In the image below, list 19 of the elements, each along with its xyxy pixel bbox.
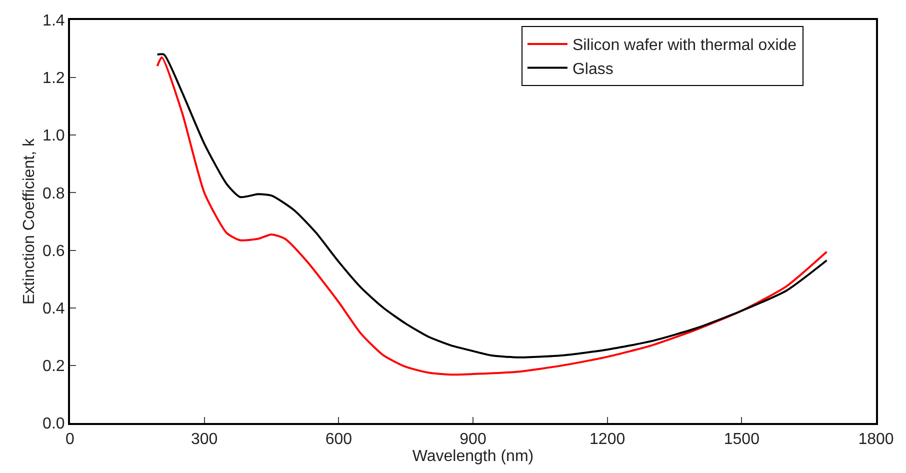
- x-tick-label: 0: [66, 431, 75, 448]
- y-tick-label: 1.0: [42, 128, 65, 145]
- y-axis-title: Extinction Coefficient, k: [20, 138, 38, 305]
- x-tick-label: 300: [190, 431, 218, 448]
- x-axis-title: Wavelength (nm): [412, 448, 534, 466]
- y-tick-label: 0.2: [42, 358, 65, 376]
- x-tick-label: 900: [460, 431, 486, 448]
- y-tick-label: 1.4: [42, 12, 65, 30]
- y-tick-label: 0.0: [42, 416, 65, 433]
- legend-label: Silicon wafer with thermal oxide: [572, 37, 797, 54]
- legend-label: Glass: [572, 60, 614, 78]
- y-tick-label: 0.8: [42, 185, 65, 202]
- y-tick-label: 1.2: [42, 70, 65, 88]
- y-tick-label: 0.6: [42, 242, 65, 260]
- x-tick-label: 1200: [590, 431, 626, 448]
- x-tick-label: 1500: [724, 431, 760, 448]
- x-tick-label: 1800: [858, 431, 894, 448]
- y-tick-label: 0.4: [42, 300, 65, 318]
- x-tick-label: 600: [325, 431, 352, 448]
